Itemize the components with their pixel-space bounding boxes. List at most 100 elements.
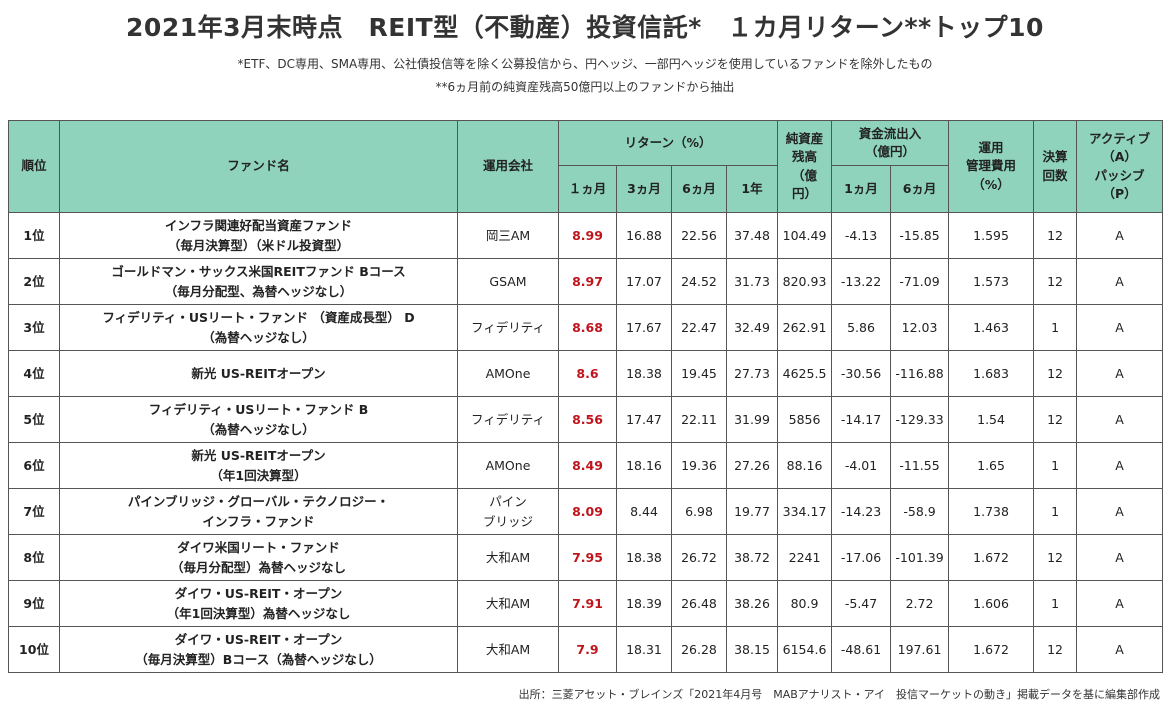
- active-passive-cell: A: [1076, 534, 1164, 581]
- header-net-assets-line1: 純資産: [785, 131, 824, 147]
- flow-6m-cell: -101.39: [890, 534, 950, 581]
- flow-1m-cell: 5.86: [831, 304, 892, 351]
- settlement-count-cell: 1: [1033, 442, 1078, 489]
- company-cell: GSAM: [457, 258, 559, 305]
- header-net-assets: 純資産 残高 （億 円）: [777, 120, 833, 213]
- header-flow-line1: 資金流出入: [858, 125, 922, 141]
- fund-name-cell-line: 新光 US-REITオープン: [191, 365, 326, 381]
- flow-6m-cell: -11.55: [890, 442, 950, 489]
- rank-cell: 8位: [8, 534, 60, 581]
- return-1y-cell: 38.26: [725, 580, 779, 627]
- fund-name-cell: フィデリティ・USリート・ファンド （資産成長型） D （為替ヘッジなし）: [59, 304, 458, 351]
- table-row: 5位 フィデリティ・USリート・ファンド B （為替ヘッジなし） フィデリティ 8.56…: [8, 396, 1164, 443]
- fund-ranking-table: 順位 ファンド名 運用会社 リターン（%） 純資産 残高 （億 円） 資金流出入…: [8, 120, 1164, 673]
- fund-name-cell-line: ダイワ米国リート・ファンド: [177, 539, 340, 555]
- return-6m-cell: 26.48: [671, 580, 727, 627]
- fund-name-cell-line: 新光 US-REITオープン: [191, 447, 326, 463]
- header-ap-line3: パッシブ: [1094, 167, 1145, 183]
- footnote-2: **6ヵ月前の純資産残高50億円以上のファンドから抽出: [435, 80, 735, 94]
- fund-name-cell: ダイワ・US-REIT・オープン （毎月決算型）Bコース（為替ヘッジなし）: [59, 626, 458, 673]
- settlement-count-cell: 1: [1033, 304, 1078, 351]
- header-return-group: リターン（%）: [557, 120, 779, 166]
- header-ap-line1: アクティブ: [1088, 131, 1151, 147]
- return-6m-cell: 22.11: [671, 396, 727, 443]
- company-cell: 大和AM: [457, 626, 559, 673]
- flow-6m-cell: 2.72: [890, 580, 950, 627]
- header-return-1y: 1年: [725, 165, 779, 213]
- return-1m-cell: 8.97: [558, 258, 617, 305]
- fund-name-cell-line: インフラ・ファンド: [202, 513, 315, 529]
- company-cell: フィデリティ: [457, 396, 559, 443]
- header-rank: 順位: [8, 120, 60, 213]
- flow-1m-cell: -14.23: [831, 488, 892, 535]
- header-ap-line2: （A）: [1102, 149, 1137, 165]
- return-6m-cell: 22.47: [671, 304, 727, 351]
- net-assets-cell: 334.17: [777, 488, 833, 535]
- flow-1m-cell: -14.17: [831, 396, 892, 443]
- fund-name-cell-line: ダイワ・US-REIT・オープン: [174, 631, 343, 647]
- header-fee-line1: 運用: [978, 140, 1004, 156]
- fund-name-cell-line: フィデリティ・USリート・ファンド （資産成長型） D: [102, 309, 415, 325]
- company-cell-line: 大和AM: [485, 549, 531, 565]
- active-passive-cell: A: [1076, 442, 1164, 489]
- fund-name-cell: 新光 US-REITオープン: [59, 350, 458, 397]
- fee-cell: 1.54: [948, 396, 1035, 443]
- flow-1m-cell: -4.01: [831, 442, 892, 489]
- fund-name-cell-line: （年1回決算型）: [210, 467, 307, 483]
- return-1m-cell: 7.95: [558, 534, 617, 581]
- header-flow-line2: （億円）: [865, 144, 916, 159]
- fund-name-cell-line: （毎月決算型）（米ドル投資型）: [167, 237, 350, 253]
- fund-name-cell: ゴールドマン・サックス米国REITファンド Bコース （毎月分配型、為替ヘッジなし…: [59, 258, 458, 305]
- table-row: 6位 新光 US-REITオープン （年1回決算型） AMOne 8.49 18.16 19…: [8, 442, 1164, 489]
- header-fund-name: ファンド名: [59, 120, 458, 213]
- company-cell-line: パイン: [489, 493, 527, 509]
- return-1m-cell: 8.6: [558, 350, 617, 397]
- fund-name-cell-line: ダイワ・US-REIT・オープン: [174, 585, 343, 601]
- company-cell: AMOne: [457, 442, 559, 489]
- return-1m-cell: 7.91: [558, 580, 617, 627]
- header-settlement-count: 決算 回数: [1033, 120, 1078, 213]
- table-row: 7位 パインブリッジ・グローバル・テクノロジー・ インフラ・ファンド パイン ブリッジ 8…: [8, 488, 1164, 535]
- return-1m-cell: 8.09: [558, 488, 617, 535]
- fee-cell: 1.672: [948, 534, 1035, 581]
- fund-name-cell: パインブリッジ・グローバル・テクノロジー・ インフラ・ファンド: [59, 488, 458, 535]
- settlement-count-cell: 12: [1033, 396, 1078, 443]
- flow-1m-cell: -4.13: [831, 212, 892, 259]
- company-cell-line: GSAM: [489, 273, 527, 289]
- fund-name-cell-line: フィデリティ・USリート・ファンド B: [148, 401, 369, 417]
- header-fee-line3: （%）: [972, 176, 1010, 192]
- return-1y-cell: 31.99: [725, 396, 779, 443]
- active-passive-cell: A: [1076, 258, 1164, 305]
- fund-name-cell-line: インフラ関連好配当資産ファンド: [164, 217, 353, 233]
- rank-cell: 6位: [8, 442, 60, 489]
- net-assets-cell: 4625.5: [777, 350, 833, 397]
- return-1y-cell: 38.15: [725, 626, 779, 673]
- fund-name-cell-line: パインブリッジ・グローバル・テクノロジー・: [127, 493, 390, 509]
- fee-cell: 1.573: [948, 258, 1035, 305]
- header-fee: 運用 管理費用 （%）: [948, 120, 1035, 213]
- table-row: 2位 ゴールドマン・サックス米国REITファンド Bコース （毎月分配型、為替ヘッジ…: [8, 258, 1164, 305]
- flow-6m-cell: -71.09: [890, 258, 950, 305]
- header-flow-6m: 6ヵ月: [890, 165, 950, 213]
- company-cell-line: 大和AM: [485, 595, 531, 611]
- return-3m-cell: 16.88: [616, 212, 672, 259]
- return-6m-cell: 19.36: [671, 442, 727, 489]
- return-6m-cell: 22.56: [671, 212, 727, 259]
- net-assets-cell: 820.93: [777, 258, 833, 305]
- header-fee-line2: 管理費用: [966, 158, 1017, 174]
- company-cell-line: AMOne: [485, 365, 531, 381]
- company-cell: 大和AM: [457, 580, 559, 627]
- flow-6m-cell: -58.9: [890, 488, 950, 535]
- company-cell: 岡三AM: [457, 212, 559, 259]
- fund-name-cell-line: （毎月分配型、為替ヘッジなし）: [164, 283, 353, 299]
- return-1m-cell: 8.49: [558, 442, 617, 489]
- header-flow-1m: 1ヵ月: [831, 165, 892, 213]
- return-6m-cell: 6.98: [671, 488, 727, 535]
- return-1y-cell: 31.73: [725, 258, 779, 305]
- net-assets-cell: 2241: [777, 534, 833, 581]
- fund-name-cell-line: （為替ヘッジなし）: [202, 421, 315, 437]
- flow-6m-cell: 197.61: [890, 626, 950, 673]
- rank-cell: 7位: [8, 488, 60, 535]
- fee-cell: 1.595: [948, 212, 1035, 259]
- return-1m-cell: 8.56: [558, 396, 617, 443]
